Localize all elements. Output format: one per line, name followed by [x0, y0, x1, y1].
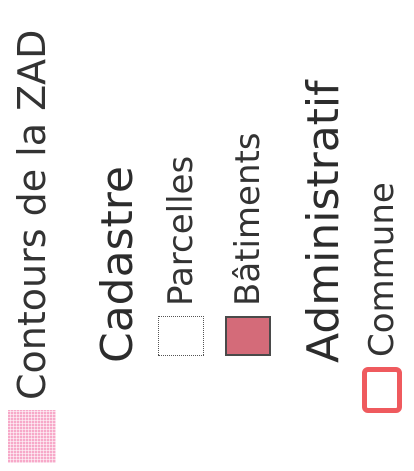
administratif-heading: Administratif [298, 80, 349, 363]
legend-item-commune: Commune [362, 182, 402, 413]
cadastre-heading: Cadastre [92, 166, 143, 363]
batiments-label: Bâtiments [228, 132, 268, 306]
batiments-swatch [225, 316, 271, 356]
legend-item-zad: Contours de la ZAD [8, 30, 56, 463]
legend-section-administratif: Administratif [298, 80, 349, 363]
legend-item-parcelles: Parcelles [158, 156, 204, 356]
zad-label: Contours de la ZAD [10, 29, 54, 400]
legend-section-cadastre: Cadastre [92, 166, 143, 363]
legend-item-batiments: Bâtiments [225, 132, 271, 356]
parcelles-label: Parcelles [161, 155, 201, 306]
commune-label: Commune [362, 182, 402, 357]
zad-swatch [8, 410, 56, 463]
parcelles-swatch [158, 316, 204, 356]
commune-swatch [362, 367, 402, 413]
